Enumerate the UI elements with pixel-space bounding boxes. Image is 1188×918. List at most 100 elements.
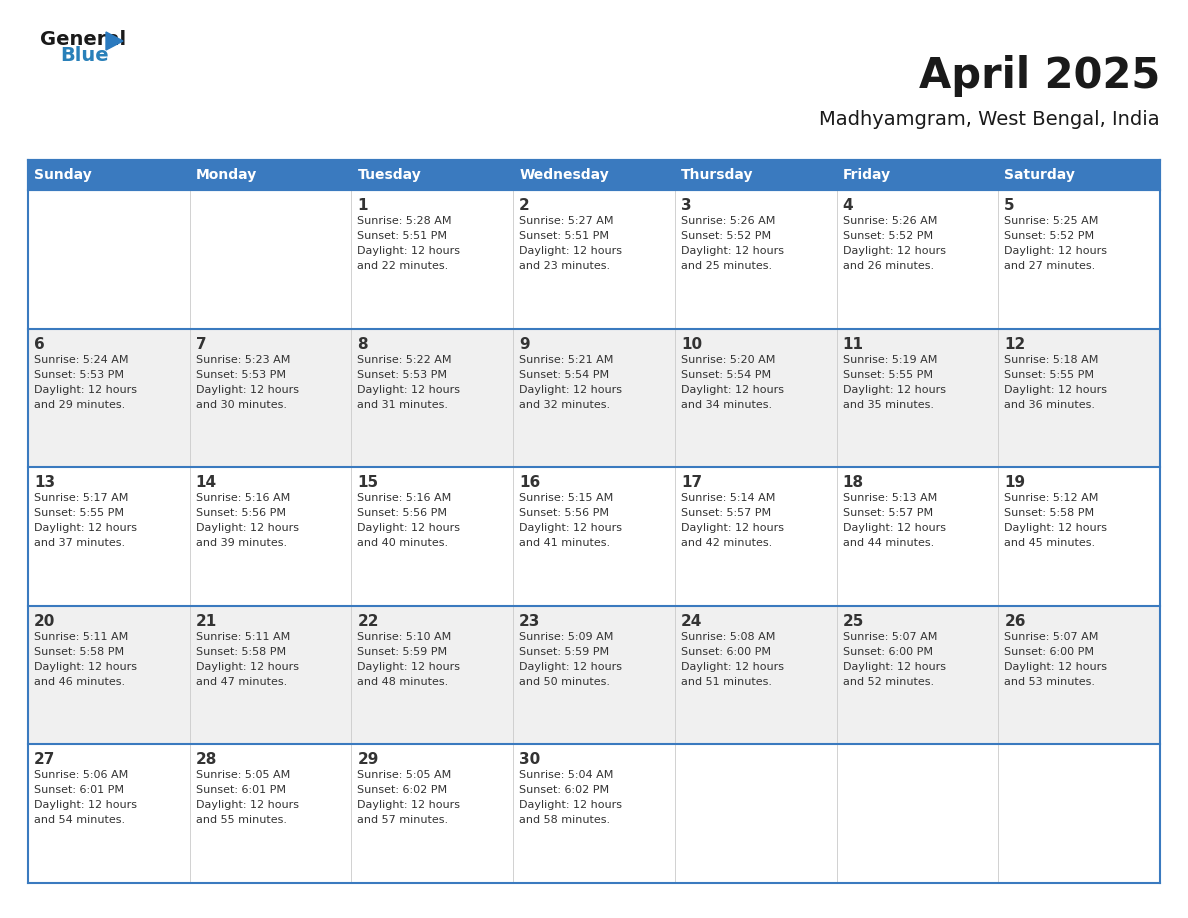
Text: and 45 minutes.: and 45 minutes. (1004, 538, 1095, 548)
FancyBboxPatch shape (352, 329, 513, 467)
Text: General: General (40, 30, 126, 49)
Text: Daylight: 12 hours: Daylight: 12 hours (842, 523, 946, 533)
FancyBboxPatch shape (513, 606, 675, 744)
FancyBboxPatch shape (836, 467, 998, 606)
Text: Daylight: 12 hours: Daylight: 12 hours (358, 523, 461, 533)
Text: 12: 12 (1004, 337, 1025, 352)
Text: Sunset: 5:53 PM: Sunset: 5:53 PM (358, 370, 448, 380)
Text: Sunrise: 5:16 AM: Sunrise: 5:16 AM (358, 493, 451, 503)
Text: Sunrise: 5:23 AM: Sunrise: 5:23 AM (196, 354, 290, 364)
FancyBboxPatch shape (836, 606, 998, 744)
Text: Sunrise: 5:26 AM: Sunrise: 5:26 AM (681, 216, 776, 226)
Text: Daylight: 12 hours: Daylight: 12 hours (681, 246, 784, 256)
Text: Sunset: 5:59 PM: Sunset: 5:59 PM (358, 647, 448, 656)
Text: and 25 minutes.: and 25 minutes. (681, 261, 772, 271)
FancyBboxPatch shape (29, 606, 190, 744)
Text: and 47 minutes.: and 47 minutes. (196, 677, 287, 687)
FancyBboxPatch shape (352, 190, 513, 329)
Text: Sunrise: 5:11 AM: Sunrise: 5:11 AM (34, 632, 128, 642)
Text: Daylight: 12 hours: Daylight: 12 hours (842, 246, 946, 256)
Text: Sunset: 5:53 PM: Sunset: 5:53 PM (34, 370, 124, 380)
FancyBboxPatch shape (836, 744, 998, 883)
Text: Daylight: 12 hours: Daylight: 12 hours (34, 523, 137, 533)
FancyBboxPatch shape (513, 160, 675, 190)
Text: Sunset: 6:00 PM: Sunset: 6:00 PM (681, 647, 771, 656)
Text: Madhyamgram, West Bengal, India: Madhyamgram, West Bengal, India (820, 110, 1159, 129)
Text: Daylight: 12 hours: Daylight: 12 hours (519, 385, 623, 395)
FancyBboxPatch shape (998, 744, 1159, 883)
Text: 2: 2 (519, 198, 530, 213)
Text: 8: 8 (358, 337, 368, 352)
Text: 30: 30 (519, 753, 541, 767)
FancyBboxPatch shape (29, 190, 190, 329)
Text: Sunrise: 5:05 AM: Sunrise: 5:05 AM (196, 770, 290, 780)
Text: 18: 18 (842, 476, 864, 490)
Text: 27: 27 (34, 753, 56, 767)
Text: and 39 minutes.: and 39 minutes. (196, 538, 286, 548)
Text: Daylight: 12 hours: Daylight: 12 hours (1004, 385, 1107, 395)
Text: Sunset: 6:02 PM: Sunset: 6:02 PM (519, 786, 609, 795)
Text: and 26 minutes.: and 26 minutes. (842, 261, 934, 271)
Text: Sunset: 6:02 PM: Sunset: 6:02 PM (358, 786, 448, 795)
Text: and 55 minutes.: and 55 minutes. (196, 815, 286, 825)
Text: Sunset: 5:55 PM: Sunset: 5:55 PM (1004, 370, 1094, 380)
FancyBboxPatch shape (29, 744, 190, 883)
Text: Sunrise: 5:07 AM: Sunrise: 5:07 AM (1004, 632, 1099, 642)
Text: Sunrise: 5:24 AM: Sunrise: 5:24 AM (34, 354, 128, 364)
Text: Sunrise: 5:08 AM: Sunrise: 5:08 AM (681, 632, 776, 642)
Text: and 31 minutes.: and 31 minutes. (358, 399, 448, 409)
Text: Daylight: 12 hours: Daylight: 12 hours (358, 662, 461, 672)
Text: Daylight: 12 hours: Daylight: 12 hours (1004, 662, 1107, 672)
Text: Daylight: 12 hours: Daylight: 12 hours (196, 662, 298, 672)
Text: 5: 5 (1004, 198, 1015, 213)
FancyBboxPatch shape (352, 606, 513, 744)
Text: and 27 minutes.: and 27 minutes. (1004, 261, 1095, 271)
Text: Sunrise: 5:09 AM: Sunrise: 5:09 AM (519, 632, 613, 642)
Text: and 42 minutes.: and 42 minutes. (681, 538, 772, 548)
Text: and 57 minutes.: and 57 minutes. (358, 815, 449, 825)
Text: Daylight: 12 hours: Daylight: 12 hours (358, 385, 461, 395)
Text: 6: 6 (34, 337, 45, 352)
Text: Sunrise: 5:21 AM: Sunrise: 5:21 AM (519, 354, 613, 364)
Text: Sunset: 5:52 PM: Sunset: 5:52 PM (842, 231, 933, 241)
FancyBboxPatch shape (836, 329, 998, 467)
FancyBboxPatch shape (29, 329, 190, 467)
FancyBboxPatch shape (513, 744, 675, 883)
Text: Sunrise: 5:13 AM: Sunrise: 5:13 AM (842, 493, 937, 503)
Text: Sunrise: 5:05 AM: Sunrise: 5:05 AM (358, 770, 451, 780)
Text: Sunrise: 5:19 AM: Sunrise: 5:19 AM (842, 354, 937, 364)
Text: Sunrise: 5:14 AM: Sunrise: 5:14 AM (681, 493, 776, 503)
Text: and 35 minutes.: and 35 minutes. (842, 399, 934, 409)
Text: Sunrise: 5:25 AM: Sunrise: 5:25 AM (1004, 216, 1099, 226)
Text: Daylight: 12 hours: Daylight: 12 hours (519, 523, 623, 533)
Text: and 29 minutes.: and 29 minutes. (34, 399, 125, 409)
Text: Friday: Friday (842, 168, 891, 182)
Text: Sunset: 5:56 PM: Sunset: 5:56 PM (519, 509, 609, 518)
Text: Sunset: 5:58 PM: Sunset: 5:58 PM (196, 647, 286, 656)
Text: 29: 29 (358, 753, 379, 767)
Text: Saturday: Saturday (1004, 168, 1075, 182)
Text: Sunset: 5:52 PM: Sunset: 5:52 PM (681, 231, 771, 241)
FancyBboxPatch shape (675, 606, 836, 744)
Text: 17: 17 (681, 476, 702, 490)
Text: 25: 25 (842, 614, 864, 629)
Text: and 44 minutes.: and 44 minutes. (842, 538, 934, 548)
Polygon shape (106, 32, 124, 50)
Text: 13: 13 (34, 476, 55, 490)
Text: and 48 minutes.: and 48 minutes. (358, 677, 449, 687)
Text: 1: 1 (358, 198, 368, 213)
Text: Sunrise: 5:11 AM: Sunrise: 5:11 AM (196, 632, 290, 642)
Text: Sunset: 5:56 PM: Sunset: 5:56 PM (358, 509, 448, 518)
Text: Daylight: 12 hours: Daylight: 12 hours (196, 800, 298, 811)
Text: Daylight: 12 hours: Daylight: 12 hours (842, 385, 946, 395)
Text: Sunrise: 5:28 AM: Sunrise: 5:28 AM (358, 216, 451, 226)
Text: 10: 10 (681, 337, 702, 352)
Text: Sunset: 5:51 PM: Sunset: 5:51 PM (358, 231, 448, 241)
Text: 20: 20 (34, 614, 56, 629)
Text: Daylight: 12 hours: Daylight: 12 hours (519, 246, 623, 256)
Text: Daylight: 12 hours: Daylight: 12 hours (519, 662, 623, 672)
Text: Sunset: 5:58 PM: Sunset: 5:58 PM (34, 647, 124, 656)
FancyBboxPatch shape (513, 329, 675, 467)
FancyBboxPatch shape (675, 190, 836, 329)
FancyBboxPatch shape (836, 160, 998, 190)
